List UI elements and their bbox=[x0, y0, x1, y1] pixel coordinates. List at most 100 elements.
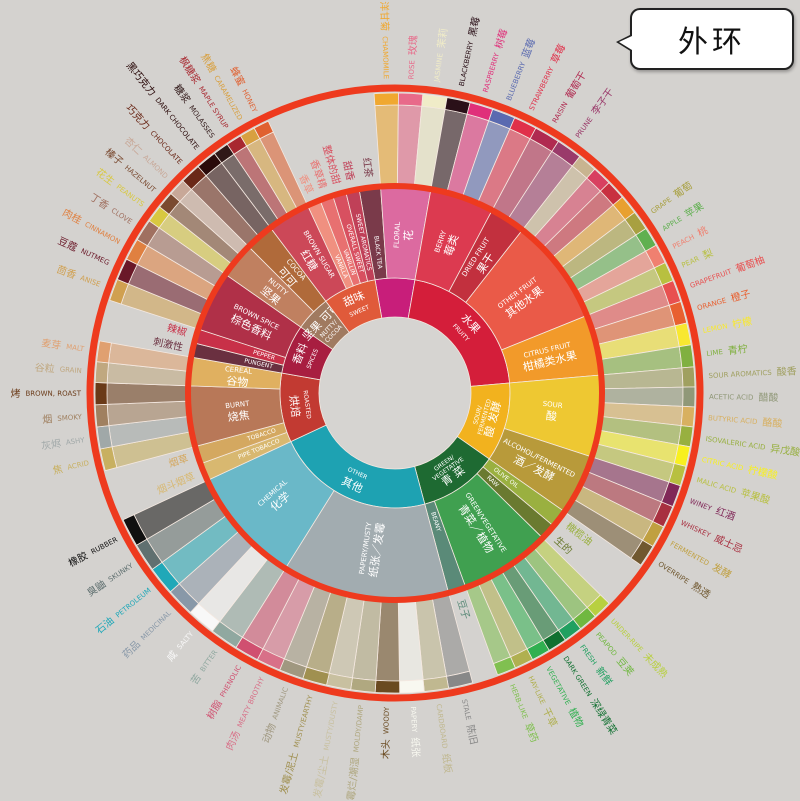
outer-label-zh: 葡萄柚 bbox=[734, 253, 767, 275]
outer-label: 烟 SMOKY bbox=[42, 410, 83, 426]
outer-label-zh: 甜香 bbox=[340, 160, 357, 182]
outer-label-en: NUTMEG bbox=[80, 247, 111, 267]
outer-label-zh: 黑巧克力 bbox=[124, 59, 159, 98]
outer-label: PEAR梨 bbox=[679, 246, 715, 271]
outer-label-en: OVERRIPE bbox=[657, 560, 691, 586]
outer-label-zh: 肉桂 bbox=[60, 206, 84, 227]
outer-label-zh: 树莓 bbox=[492, 27, 510, 50]
outer-label-zh: 青柠 bbox=[727, 342, 748, 357]
outer-label-en: PEANUTS bbox=[115, 183, 146, 209]
outer-label-zh: 丁香 bbox=[88, 191, 111, 212]
outer-label: BUTYRIC ACID 酪酸 bbox=[708, 411, 783, 430]
outer-segment-tip bbox=[350, 677, 377, 693]
outer-label-en: ANISE bbox=[79, 274, 101, 289]
outer-label-zh: 蜂蜜 bbox=[227, 64, 248, 88]
outer-label-en: CARDBOARD bbox=[434, 703, 448, 749]
middle-label-zh: 莓类 bbox=[441, 233, 461, 258]
outer-label: 烤 BROWN, ROAST bbox=[10, 387, 81, 400]
outer-segment-tip bbox=[399, 679, 425, 694]
middle-label-zh: 花 bbox=[402, 230, 416, 242]
outer-label-zh: 未成熟 bbox=[641, 650, 671, 681]
outer-label-zh: 花生 bbox=[93, 166, 117, 188]
middle-label-zh: 烧焦 bbox=[227, 409, 250, 424]
outer-label-zh: 桃 bbox=[695, 223, 710, 239]
outer-label-zh: 酸香 bbox=[776, 364, 797, 378]
middle-label-zh: 谷物 bbox=[226, 373, 249, 389]
outer-segment-tip bbox=[373, 92, 399, 107]
outer-label-en: SMOKY bbox=[57, 413, 83, 423]
outer-label-zh: 洋甘菊 bbox=[378, 1, 392, 31]
outer-label-en: ROSE bbox=[407, 60, 416, 80]
outer-label-zh: 醋酸 bbox=[758, 391, 778, 404]
outer-label-zh: 咸 bbox=[164, 649, 180, 664]
outer-label-en: PRUNE bbox=[574, 116, 594, 140]
outer-label-en: MALT bbox=[66, 343, 86, 354]
outer-segment-tip bbox=[94, 403, 110, 428]
outer-label: 霉烂/潮湿 MOLDY/DAMP bbox=[344, 704, 367, 801]
outer-ring-callout: 外环 bbox=[616, 8, 794, 70]
outer-label-zh: 橡胶 bbox=[66, 549, 90, 570]
middle-label-en: FLORAL bbox=[393, 221, 402, 248]
outer-label-en: JASMINE bbox=[433, 53, 445, 84]
outer-label-zh: 草药 bbox=[522, 721, 541, 744]
outer-label-zh: 发霉/泥土 bbox=[277, 750, 301, 795]
outer-label-en: GRAIN bbox=[59, 366, 82, 376]
outer-label: STALE 陈旧 bbox=[458, 698, 481, 746]
outer-label-en: MEDICINAL bbox=[139, 609, 172, 642]
outer-segment-tip bbox=[492, 656, 516, 676]
outer-label: 麦芽 MALT bbox=[41, 336, 86, 355]
outer-label-zh: 异戊酸 bbox=[769, 442, 800, 459]
outer-label: WINEY红酒 bbox=[688, 494, 737, 523]
outer-label-en: ALMOND bbox=[141, 153, 169, 180]
middle-label-en: SOUR bbox=[542, 400, 563, 410]
outer-label-zh: 干草 bbox=[540, 706, 559, 729]
outer-label-zh: 黑莓 bbox=[467, 16, 483, 38]
middle-label-en: BURNT bbox=[225, 399, 251, 410]
outer-label-zh: 新鲜 bbox=[593, 664, 615, 688]
outer-label: RAISIN葡萄干 bbox=[548, 69, 589, 126]
outer-label-zh: 熟透 bbox=[689, 579, 713, 601]
outer-label-zh: 陈旧 bbox=[464, 724, 481, 746]
middle-label-zh: 酸 bbox=[545, 408, 558, 423]
outer-label-en: MALIC ACID bbox=[696, 476, 738, 495]
outer-label-zh: 动物 bbox=[259, 722, 278, 745]
outer-label-en: CINNAMON bbox=[83, 220, 121, 246]
outer-label-en: CITRIC ACID bbox=[701, 456, 744, 473]
callout-pointer bbox=[616, 34, 632, 52]
outer-segment-tip bbox=[680, 405, 696, 428]
outer-label-zh: 糖浆 bbox=[171, 82, 193, 106]
outer-label-en: SALTY bbox=[176, 630, 196, 652]
outer-label-en: WOODY bbox=[382, 706, 391, 734]
outer-label-en: LIME bbox=[706, 348, 723, 358]
outer-label-zh: 焦糖 bbox=[198, 51, 219, 75]
outer-label-en: ORANGE bbox=[696, 297, 727, 313]
outer-segment-tip bbox=[374, 679, 401, 694]
outer-label-zh: 霉烂/潮湿 bbox=[344, 757, 362, 801]
outer-segment-tip bbox=[678, 344, 695, 369]
outer-label-en: PEAPOD bbox=[594, 631, 618, 658]
outer-label: ACETIC ACID 醋酸 bbox=[709, 390, 779, 404]
outer-label: 木头 WOODY bbox=[380, 706, 393, 759]
outer-label: 灰烬 ASHY bbox=[40, 433, 86, 453]
outer-label-zh: 葡萄 bbox=[671, 179, 695, 201]
outer-label: 橡胶RUBBER bbox=[66, 533, 120, 570]
outer-label-en: ISOVALERIC ACID bbox=[705, 435, 766, 452]
outer-label-en: GRAPEFRUIT bbox=[689, 267, 734, 290]
outer-label-zh: 发霉/尘土 bbox=[310, 754, 331, 799]
outer-label-en: CHAMOMILE bbox=[381, 36, 390, 79]
outer-label-zh: 纸张 bbox=[409, 737, 423, 758]
outer-label-zh: 发酵 bbox=[710, 560, 734, 581]
outer-label: 谷粒 GRAIN bbox=[34, 361, 82, 377]
outer-label: 苦BITTER bbox=[188, 647, 221, 687]
outer-label-en: MUSTY/EARTHY bbox=[293, 694, 315, 749]
outer-segment-tip bbox=[630, 539, 654, 566]
outer-label-en: BLACKBERRY bbox=[458, 40, 476, 87]
outer-label: BLACKBERRY 黑莓 bbox=[456, 16, 483, 88]
outer-label-zh: 谷粒 bbox=[34, 361, 55, 375]
callout-label: 外环 bbox=[678, 25, 746, 60]
outer-label-zh: 蓝莓 bbox=[520, 37, 538, 60]
outer-segment-tip bbox=[94, 382, 108, 406]
outer-label-en: BUTYRIC ACID bbox=[708, 414, 758, 426]
outer-label-zh: 药品 bbox=[120, 638, 143, 661]
